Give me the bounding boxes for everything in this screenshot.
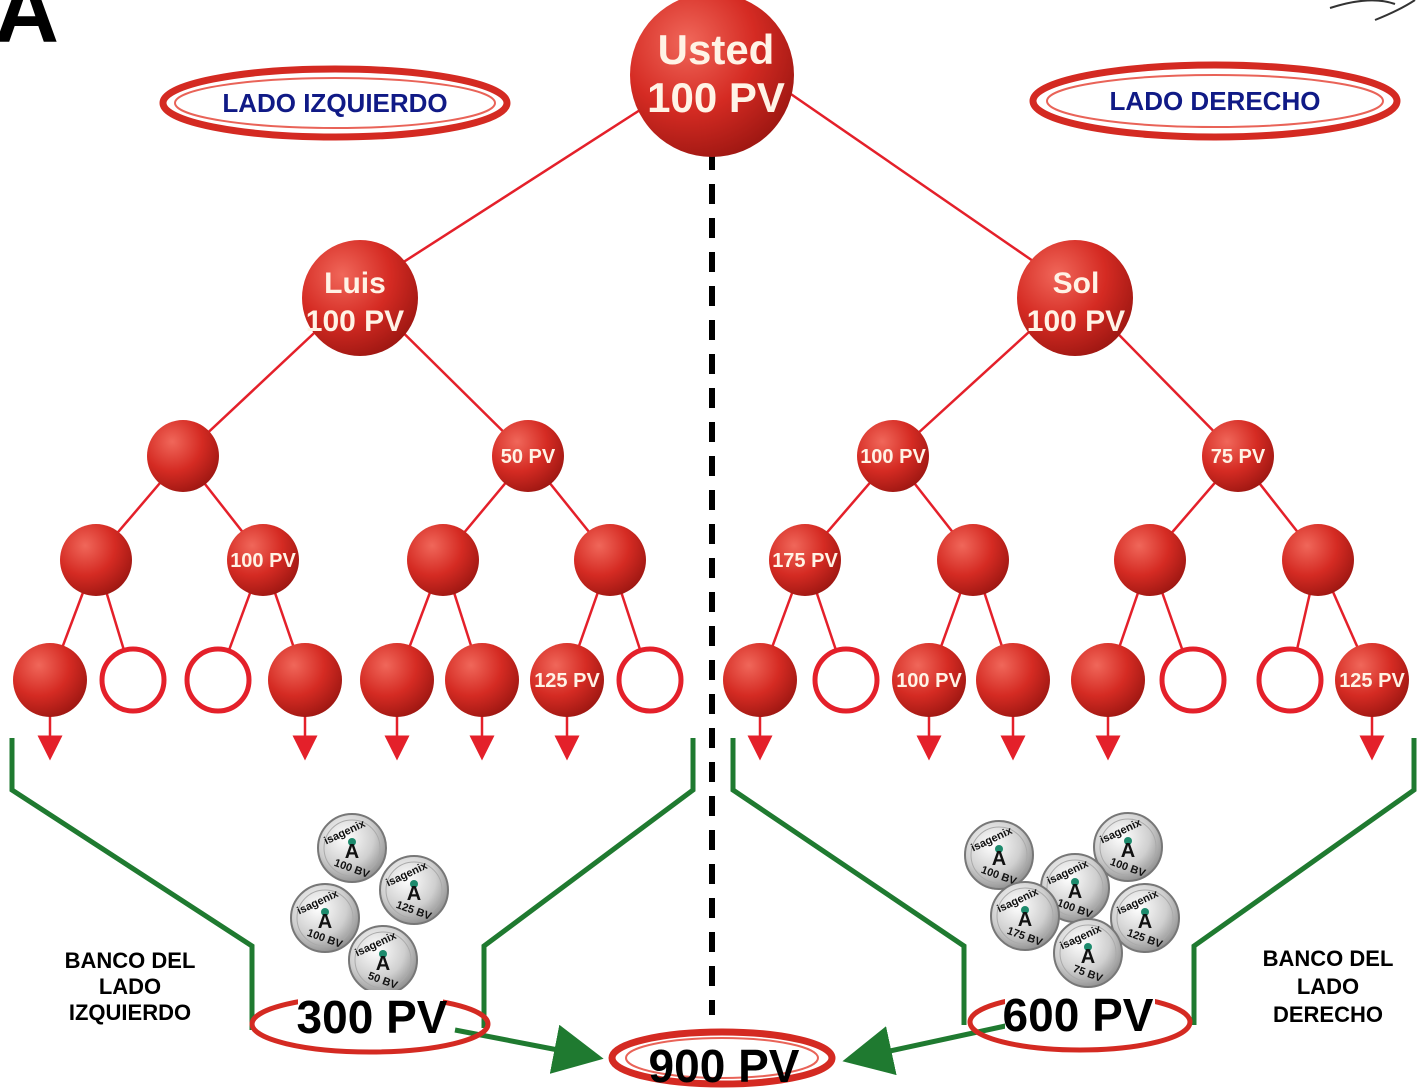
- node-l3a: [60, 524, 132, 596]
- svg-text:BANCO DEL: BANCO DEL: [65, 948, 196, 973]
- left-side-label: LADO IZQUIERDO: [159, 65, 511, 141]
- node-l2a: [147, 420, 219, 492]
- bank-right-label: BANCO DEL LADO DERECHO: [1263, 946, 1394, 1027]
- node-sol: Sol 100 PV: [1017, 240, 1133, 356]
- svg-text:LADO: LADO: [99, 974, 161, 999]
- svg-text:100 PV: 100 PV: [860, 446, 926, 468]
- node-r4d: [976, 643, 1050, 717]
- node-r4a: [723, 643, 797, 717]
- logo-letter: A: [0, 0, 59, 62]
- coin-logo-letter: A: [1138, 911, 1152, 933]
- svg-text:125 PV: 125 PV: [1339, 670, 1405, 692]
- node-l3d: [574, 524, 646, 596]
- coin-logo-letter: A: [318, 911, 332, 933]
- node-r2a: 100 PV: [857, 420, 929, 492]
- coin-logo-letter: A: [376, 953, 390, 975]
- node-r3a: 175 PV: [769, 524, 841, 596]
- coin-logo-letter: A: [1018, 909, 1032, 931]
- right-side-label: LADO DERECHO: [1029, 61, 1401, 141]
- coin-logo-dot: [1071, 878, 1079, 886]
- coin-logo-dot: [1124, 837, 1132, 845]
- coin-logo-dot: [1021, 906, 1029, 914]
- node-l4f: [445, 643, 519, 717]
- total-combined: 900 PV: [608, 1028, 836, 1090]
- node-r3b: [937, 524, 1009, 596]
- node-l3b: 100 PV: [227, 524, 299, 596]
- svg-text:300 PV: 300 PV: [297, 991, 448, 1043]
- coin-logo-dot: [1141, 908, 1149, 916]
- node-r2b: 75 PV: [1202, 420, 1274, 492]
- corner-decoration: [1329, 0, 1416, 21]
- svg-text:100 PV: 100 PV: [1027, 305, 1125, 338]
- node-l2b: 50 PV: [492, 420, 564, 492]
- node-l4h-empty: [616, 646, 684, 714]
- coin-logo-dot: [379, 950, 387, 958]
- svg-text:125 PV: 125 PV: [534, 670, 600, 692]
- coin-logo-dot: [995, 845, 1003, 853]
- node-l4a: [13, 643, 87, 717]
- down-arrows: [37, 712, 1385, 761]
- coin-logo-dot: [321, 908, 329, 916]
- coin-logo-letter: A: [992, 848, 1006, 870]
- bank-left-label: BANCO DEL LADO IZQUIERDO: [65, 948, 196, 1025]
- node-l4e: [360, 643, 434, 717]
- svg-text:175 PV: 175 PV: [772, 550, 838, 572]
- coin-logo-dot: [1084, 943, 1092, 951]
- svg-text:100 PV: 100 PV: [306, 305, 404, 338]
- svg-text:50 PV: 50 PV: [501, 446, 556, 468]
- node-r4c: 100 PV: [892, 643, 966, 717]
- coin-logo-letter: A: [345, 841, 359, 863]
- coin-logo-letter: A: [1121, 840, 1135, 862]
- node-l4g: 125 PV: [530, 643, 604, 717]
- coin-logo-letter: A: [1068, 881, 1082, 903]
- node-r3d: [1282, 524, 1354, 596]
- svg-text:DERECHO: DERECHO: [1273, 1002, 1383, 1027]
- svg-text:BANCO DEL: BANCO DEL: [1263, 946, 1394, 971]
- coin-logo-dot: [410, 880, 418, 888]
- svg-text:600 PV: 600 PV: [1003, 989, 1154, 1041]
- svg-text:100 PV: 100 PV: [896, 670, 962, 692]
- node-luis: Luis 100 PV: [302, 240, 418, 356]
- svg-text:IZQUIERDO: IZQUIERDO: [69, 1000, 191, 1025]
- coin-logo-letter: A: [1081, 946, 1095, 968]
- coin-logo-letter: A: [407, 883, 421, 905]
- node-l4b-empty: [99, 646, 167, 714]
- node-r4b-empty: [812, 646, 880, 714]
- node-l4c-empty: [184, 646, 252, 714]
- total-left: 300 PV: [249, 990, 491, 1055]
- node-r3c: [1114, 524, 1186, 596]
- svg-text:Sol: Sol: [1053, 267, 1100, 300]
- node-usted: Usted 100 PV: [630, 0, 794, 157]
- node-usted-pv: 100 PV: [647, 74, 785, 121]
- svg-text:LADO IZQUIERDO: LADO IZQUIERDO: [222, 88, 447, 118]
- svg-text:75 PV: 75 PV: [1211, 446, 1266, 468]
- svg-text:900 PV: 900 PV: [649, 1040, 800, 1090]
- node-r4g-empty: [1256, 646, 1324, 714]
- svg-text:LADO: LADO: [1297, 974, 1359, 999]
- node-l3c: [407, 524, 479, 596]
- green-funnels: [9, 738, 1417, 1030]
- total-right: 600 PV: [967, 989, 1193, 1053]
- node-r4h: 125 PV: [1335, 643, 1409, 717]
- node-r4e: [1071, 643, 1145, 717]
- node-l4d: [268, 643, 342, 717]
- svg-text:LADO DERECHO: LADO DERECHO: [1110, 86, 1321, 116]
- coin-logo-dot: [348, 838, 356, 846]
- svg-text:Luis: Luis: [324, 267, 386, 300]
- node-r4f-empty: [1159, 646, 1227, 714]
- node-usted-name: Usted: [658, 26, 775, 73]
- svg-text:100 PV: 100 PV: [230, 550, 296, 572]
